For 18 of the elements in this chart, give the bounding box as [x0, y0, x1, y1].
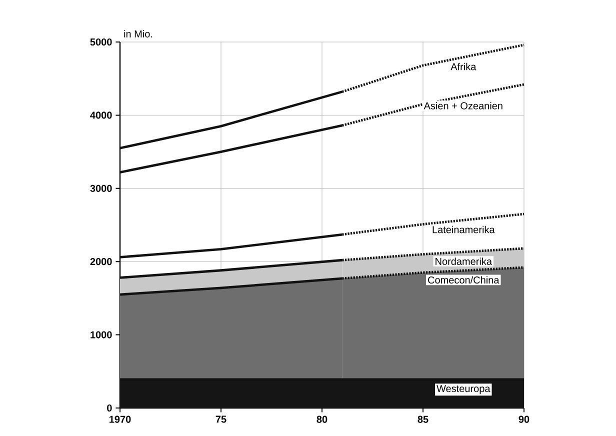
- series-label: Afrika: [450, 62, 476, 70]
- y-tick-label: 4000: [90, 112, 112, 119]
- y-tick-label: 1000: [90, 331, 112, 338]
- x-tick-label: 75: [216, 416, 226, 423]
- series-label: Lateinamerika: [432, 226, 495, 234]
- series-label: Comecon/China: [428, 276, 500, 284]
- y-axis-title: in Mio.: [124, 30, 152, 38]
- x-tick-label: 90: [518, 416, 530, 423]
- y-tick-label: 5000: [90, 38, 112, 46]
- x-tick-label: 1970: [110, 416, 131, 423]
- x-tick-label: 85: [418, 416, 428, 423]
- y-tick-label: 2000: [90, 258, 112, 266]
- series-label: Asien + Ozeanien: [424, 102, 502, 110]
- x-tick-label: 80: [316, 416, 328, 423]
- series-label: Westeuropa: [436, 385, 490, 394]
- y-tick-label: 0: [107, 404, 112, 412]
- y-tick-label: 3000: [90, 184, 112, 192]
- series-label: Nordamerika: [436, 258, 492, 265]
